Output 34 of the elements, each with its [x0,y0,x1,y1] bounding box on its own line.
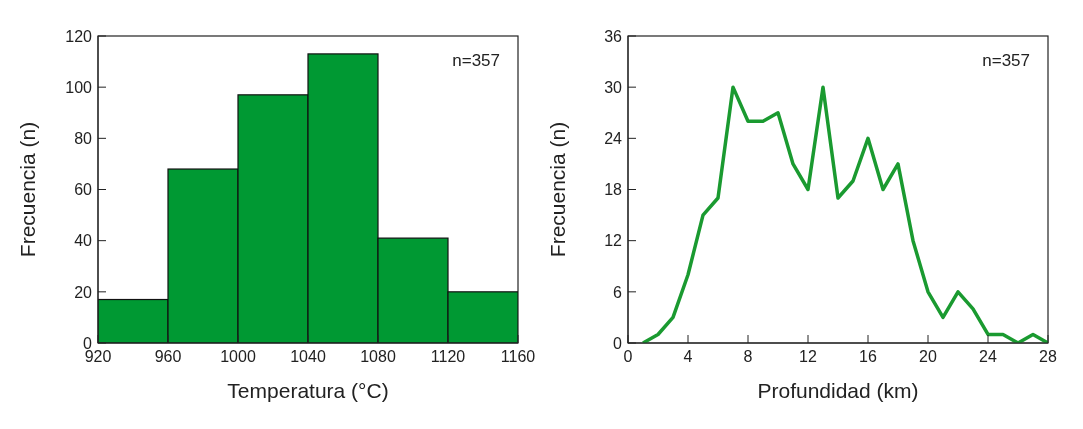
y-tick-label: 0 [613,334,623,352]
annotation: n=357 [452,51,500,70]
y-tick-label: 36 [604,27,623,45]
y-tick-label: 60 [74,181,93,199]
x-axis-title: Temperatura (°C) [227,379,389,402]
x-tick-label: 28 [1039,348,1057,366]
y-tick-label: 24 [604,130,623,148]
y-tick-label: 12 [604,232,623,250]
x-tick-label: 1080 [360,348,396,366]
x-tick-label: 920 [84,348,112,366]
x-tick-label: 16 [859,348,877,366]
x-tick-label: 1120 [430,348,466,366]
x-tick-label: 4 [683,348,693,366]
y-tick-label: 100 [65,78,93,96]
x-tick-label: 24 [979,348,997,366]
x-axis-title: Profundidad (km) [757,379,919,402]
y-tick-label: 40 [74,232,93,250]
line-series [641,85,1048,343]
y-axis-title: Frecuencia (n) [546,121,570,258]
x-tick-label: 20 [919,348,937,366]
y-tick-label: 18 [604,181,623,199]
y-tick-label: 20 [74,283,93,301]
y-tick-label: 80 [74,130,93,148]
y-axis-title: Frecuencia (n) [16,121,40,258]
x-tick-label: 1160 [500,348,536,366]
x-tick-label: 12 [799,348,817,366]
y-tick-label: 30 [604,78,623,96]
y-tick-label: 120 [65,27,93,45]
x-tick-label: 960 [154,348,182,366]
x-tick-label: 1040 [290,348,326,366]
x-tick-label: 1000 [220,348,256,366]
annotation: n=357 [982,51,1030,70]
x-tick-label: 8 [743,348,753,366]
y-tick-label: 6 [613,283,623,301]
